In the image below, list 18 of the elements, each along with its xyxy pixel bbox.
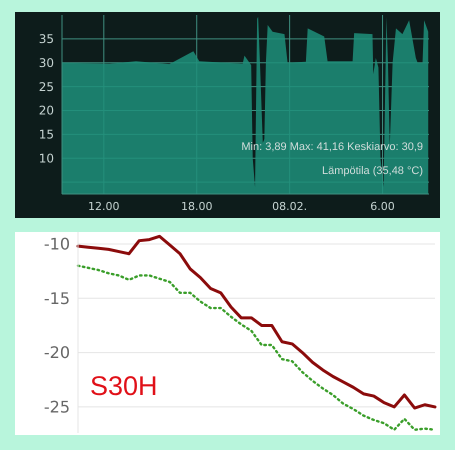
y-tick-label: -10 [44, 234, 70, 254]
annotation: S30H [90, 371, 158, 401]
y-tick-label: 20 [38, 104, 54, 118]
y-tick-label: -20 [44, 343, 70, 362]
x-tick-label: 18.00 [180, 200, 212, 213]
y-tick-label: 30 [38, 56, 54, 70]
x-tick-label: 12.00 [88, 200, 120, 213]
annotation: Lämpötila (35,48 °C) [322, 165, 423, 177]
annotation: Min: 3,89 Max: 41,16 Keskiarvo: 30,9 [241, 141, 423, 153]
line-series [76, 234, 436, 410]
y-tick-label: 25 [38, 80, 54, 94]
x-tick-label: 6.00 [370, 200, 395, 213]
y-tick-label: 10 [38, 151, 54, 166]
y-tick-label: 15 [38, 128, 54, 142]
y-tick-label: -15 [44, 288, 70, 308]
y-tick-label: -25 [44, 398, 70, 417]
y-tick-label: 35 [38, 32, 54, 46]
x-tick-label: 08.02. [272, 200, 308, 213]
